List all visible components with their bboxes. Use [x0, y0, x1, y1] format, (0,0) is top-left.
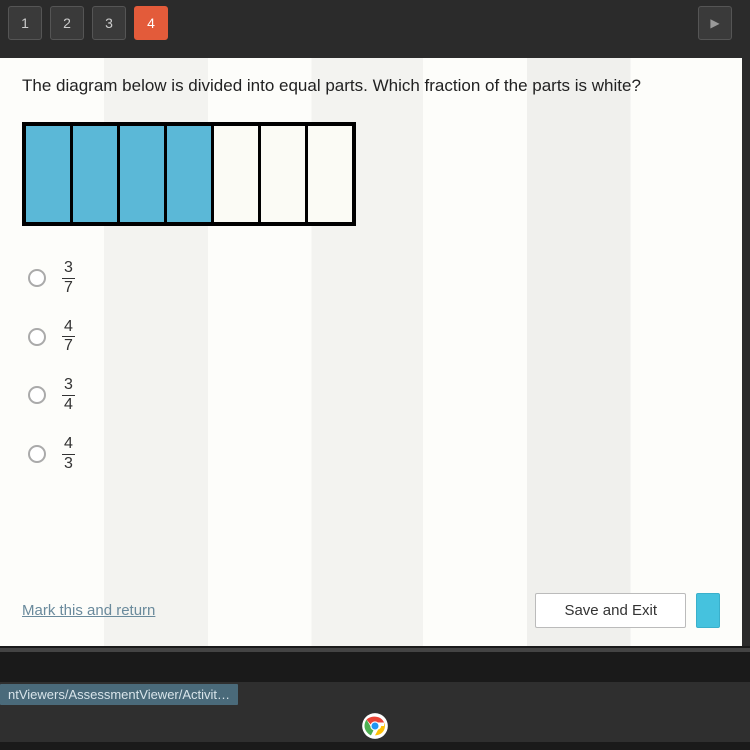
diagram-cell: [26, 126, 73, 222]
question-nav: 1 2 3 4 ▶: [0, 0, 750, 46]
option-c[interactable]: 3 4: [28, 377, 720, 414]
option-a[interactable]: 3 7: [28, 260, 720, 297]
question-panel: The diagram below is divided into equal …: [0, 58, 742, 646]
diagram-cell: [308, 126, 352, 222]
fraction-label: 3 7: [62, 260, 75, 297]
radio-icon[interactable]: [28, 328, 46, 346]
answer-options: 3 7 4 7 3 4 4 3: [28, 260, 720, 472]
footer-row: Mark this and return Save and Exit: [22, 593, 720, 628]
mark-return-link[interactable]: Mark this and return: [22, 602, 155, 619]
browser-chrome: ntViewers/AssessmentViewer/Activit…: [0, 682, 750, 742]
fraction-label: 3 4: [62, 377, 75, 414]
nav-item-2[interactable]: 2: [50, 6, 84, 40]
save-exit-button[interactable]: Save and Exit: [535, 593, 686, 628]
play-icon[interactable]: ▶: [698, 6, 732, 40]
nav-item-1[interactable]: 1: [8, 6, 42, 40]
question-text: The diagram below is divided into equal …: [22, 76, 720, 96]
fraction-label: 4 3: [62, 436, 75, 473]
option-b[interactable]: 4 7: [28, 319, 720, 356]
radio-icon[interactable]: [28, 386, 46, 404]
radio-icon[interactable]: [28, 445, 46, 463]
next-button[interactable]: [696, 593, 720, 628]
radio-icon[interactable]: [28, 269, 46, 287]
fraction-label: 4 7: [62, 319, 75, 356]
chrome-icon[interactable]: [361, 712, 389, 740]
option-d[interactable]: 4 3: [28, 436, 720, 473]
url-hover-chip: ntViewers/AssessmentViewer/Activit…: [0, 684, 238, 705]
fraction-diagram: [22, 122, 356, 226]
diagram-cell: [214, 126, 261, 222]
nav-item-3[interactable]: 3: [92, 6, 126, 40]
diagram-cell: [120, 126, 167, 222]
diagram-cell: [73, 126, 120, 222]
diagram-cell: [167, 126, 214, 222]
nav-item-4[interactable]: 4: [134, 6, 168, 40]
diagram-cell: [261, 126, 308, 222]
